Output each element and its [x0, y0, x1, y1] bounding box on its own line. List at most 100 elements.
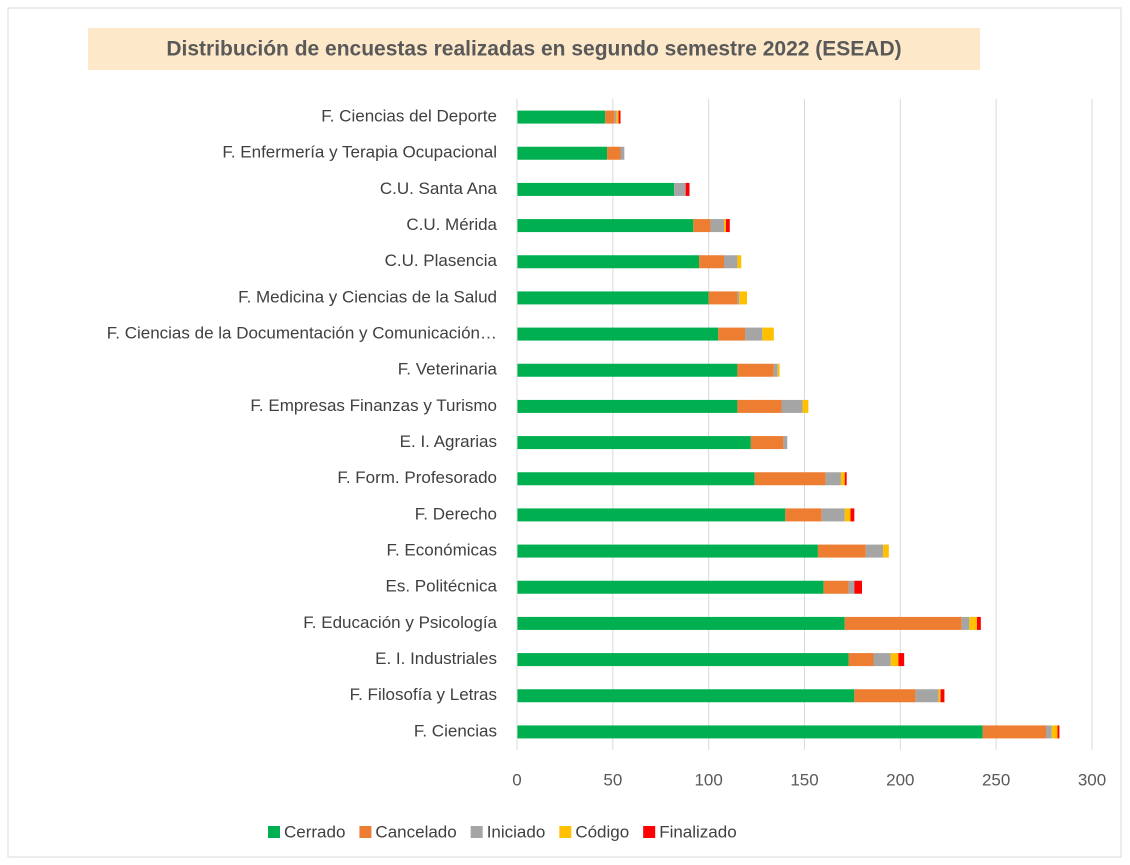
bar-segment — [517, 182, 675, 196]
bar-segment — [844, 472, 847, 486]
y-tick-label: C.U. Mérida — [406, 215, 497, 234]
bar-segment — [517, 616, 845, 630]
x-tick-label: 300 — [1078, 770, 1106, 789]
bar-segment — [517, 146, 608, 160]
bar-segment — [825, 472, 841, 486]
y-tick-label: F. Medicina y Ciencias de la Salud — [238, 287, 497, 306]
bar-segment — [938, 689, 941, 703]
bar-segment — [762, 327, 774, 341]
bar-segment — [817, 544, 866, 558]
bar-segment — [823, 580, 849, 594]
bar-segment — [605, 110, 615, 124]
chart-title: Distribución de encuestas realizadas en … — [166, 38, 901, 61]
bar-segment — [781, 399, 803, 413]
bar-segment — [1057, 725, 1060, 739]
y-tick-label: F. Veterinaria — [398, 360, 498, 379]
bar-segment — [685, 182, 690, 196]
bar-segment — [737, 363, 774, 377]
y-tick-label: F. Ciencias de la Documentación y Comuni… — [107, 324, 497, 343]
bar-segment — [1051, 725, 1058, 739]
bar-segment — [890, 653, 899, 667]
bar-segment — [783, 436, 788, 450]
x-tick-label: 100 — [694, 770, 722, 789]
y-tick-label: E. I. Industriales — [375, 649, 497, 668]
bar-segment — [844, 616, 962, 630]
bar-segment — [674, 182, 686, 196]
bar-segment — [737, 255, 742, 269]
y-tick-label: C.U. Santa Ana — [380, 179, 498, 198]
bar-segment — [710, 219, 724, 233]
bar-segment — [969, 616, 977, 630]
bar-segment — [1046, 725, 1052, 739]
y-tick-label: F. Ciencias — [414, 721, 497, 740]
bar-segment — [915, 689, 939, 703]
bar-segment — [517, 725, 983, 739]
legend-label: Cancelado — [375, 822, 456, 841]
bar-segment — [750, 436, 784, 450]
bar-segment — [724, 219, 726, 233]
bar-segment — [854, 580, 862, 594]
bar-segment — [940, 689, 945, 703]
legend-swatch — [268, 826, 280, 838]
legend-label: Cerrado — [284, 822, 345, 841]
bar-segment — [718, 327, 746, 341]
bar-segment — [854, 689, 916, 703]
bar-segment — [977, 616, 981, 630]
bar-segment — [517, 689, 855, 703]
bar-segment — [517, 436, 751, 450]
y-tick-label: F. Ciencias del Deporte — [321, 107, 497, 126]
x-tick-label: 0 — [512, 770, 521, 789]
title-background — [88, 28, 980, 70]
x-tick-label: 150 — [790, 770, 818, 789]
bar-segment — [614, 110, 617, 124]
bar-segment — [802, 399, 809, 413]
bar-segment — [618, 110, 621, 124]
x-tick-label: 50 — [603, 770, 622, 789]
bar-segment — [737, 291, 740, 305]
bar-segment — [785, 508, 822, 522]
bar-segment — [737, 399, 782, 413]
bar-segment — [699, 255, 724, 269]
bar-segment — [982, 725, 1046, 739]
bar-segment — [517, 508, 786, 522]
x-tick-label: 200 — [886, 770, 914, 789]
bar-segment — [517, 399, 738, 413]
legend-swatch — [470, 826, 483, 838]
bar-segment — [517, 291, 709, 305]
bar-segment — [739, 291, 747, 305]
bar-segment — [693, 219, 711, 233]
bar-segment — [883, 544, 889, 558]
bar-segment — [517, 544, 818, 558]
legend-swatch — [643, 826, 656, 838]
bar-segment — [873, 653, 891, 667]
y-tick-label: F. Form. Profesorado — [337, 468, 497, 487]
legend-swatch — [359, 826, 372, 838]
bar-segment — [517, 653, 849, 667]
bar-segment — [517, 472, 755, 486]
y-tick-label: F. Económicas — [386, 541, 497, 560]
y-tick-label: F. Educación y Psicología — [303, 613, 497, 632]
y-tick-label: F. Empresas Finanzas y Turismo — [250, 396, 497, 415]
bar-segment — [616, 110, 619, 124]
legend-label: Finalizado — [659, 822, 737, 841]
bar-segment — [961, 616, 970, 630]
bar-segment — [517, 219, 694, 233]
bar-segment — [517, 363, 738, 377]
y-tick-label: E. I. Agrarias — [400, 432, 497, 451]
bar-segment — [850, 508, 855, 522]
y-tick-label: F. Enfermería y Terapia Ocupacional — [222, 143, 497, 162]
bar-segment — [517, 255, 700, 269]
bar-segment — [840, 472, 845, 486]
bar-segment — [620, 146, 625, 160]
y-tick-label: C.U. Plasencia — [385, 251, 498, 270]
bar-segment — [607, 146, 621, 160]
legend-label: Iniciado — [487, 822, 546, 841]
bar-segment — [517, 110, 606, 124]
legend-swatch — [559, 826, 572, 838]
bar-segment — [517, 327, 719, 341]
bar-segment — [821, 508, 845, 522]
bar-segment — [773, 363, 778, 377]
bar-segment — [517, 580, 824, 594]
